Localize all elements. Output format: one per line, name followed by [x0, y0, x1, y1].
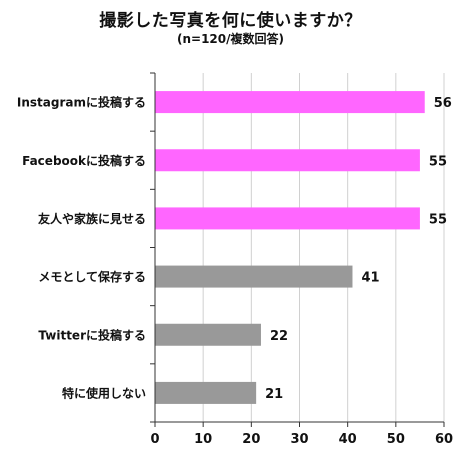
x-tick-label: 50 [387, 432, 405, 447]
x-tick-label: 30 [290, 432, 308, 447]
category-label: 友人や家族に見せる [37, 211, 146, 226]
bar [155, 265, 353, 288]
category-label: メモとして保存する [38, 269, 146, 284]
category-label: 特に使用しない [62, 385, 146, 400]
bar [155, 149, 420, 172]
data-label: 21 [265, 387, 283, 402]
category-label: Twitterに投稿する [38, 327, 146, 342]
category-label: Instagramに投稿する [17, 95, 146, 110]
x-tick-label: 0 [150, 432, 159, 447]
data-label: 41 [361, 271, 379, 286]
bar [155, 207, 420, 230]
data-label: 55 [429, 154, 447, 169]
x-tick-label: 60 [435, 432, 453, 447]
x-tick-label: 40 [339, 432, 357, 447]
chart-subtitle: (n=120/複数回答) [177, 32, 284, 46]
bar [155, 381, 257, 404]
x-tick-label: 20 [242, 432, 260, 447]
bar [155, 323, 261, 346]
data-label: 22 [270, 329, 288, 344]
data-label: 56 [434, 96, 452, 111]
x-tick-label: 10 [194, 432, 212, 447]
chart-title: 撮影した写真を何に使いますか？ [99, 11, 362, 31]
data-label: 55 [429, 212, 447, 227]
bar [155, 91, 425, 114]
category-label: Facebookに投稿する [22, 153, 146, 168]
